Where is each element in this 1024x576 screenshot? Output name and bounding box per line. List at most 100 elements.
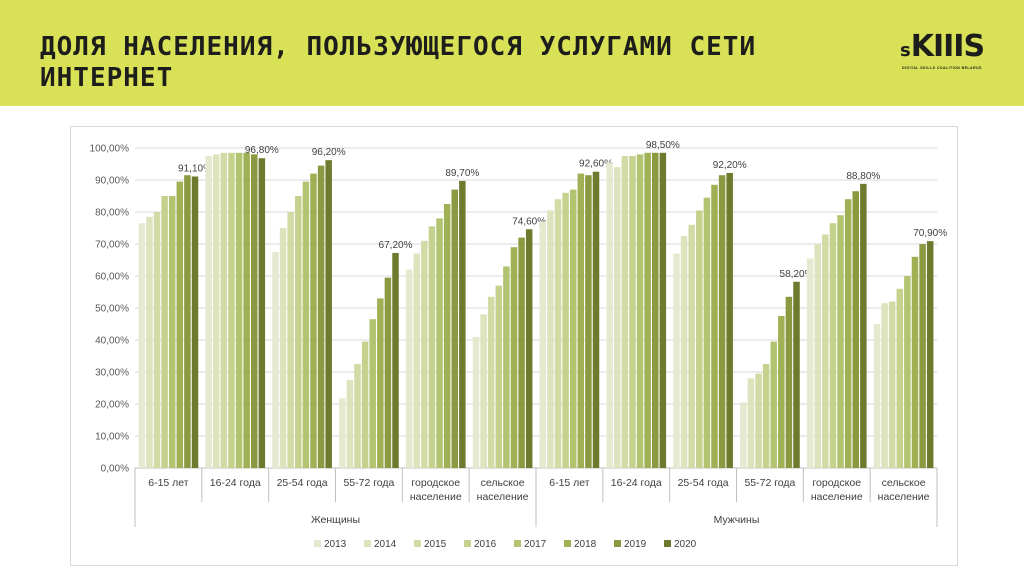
x-tick-label: 16-24 года xyxy=(611,477,662,489)
bar-2019 xyxy=(251,154,258,468)
data-label: 92,20% xyxy=(713,160,747,171)
bar-2015 xyxy=(888,301,896,468)
x-tick-label: население xyxy=(410,491,462,503)
bar-2019 xyxy=(451,189,458,468)
bar-2020 xyxy=(459,180,466,468)
bar-2016 xyxy=(629,156,636,468)
x-tick-label: городское xyxy=(812,477,861,489)
bar-2018 xyxy=(310,173,317,468)
bar-2017 xyxy=(837,215,844,468)
bar-2013 xyxy=(472,336,480,468)
legend-swatch xyxy=(414,540,421,547)
bar-2017 xyxy=(569,189,577,468)
data-label: 89,70% xyxy=(445,168,479,179)
bar-2014 xyxy=(814,244,821,468)
bar-2020 xyxy=(258,158,266,469)
bar-2014 xyxy=(680,236,688,468)
bar-2019 xyxy=(585,175,592,468)
bar-2014 xyxy=(547,210,554,468)
x-tick-label: население xyxy=(811,491,863,503)
bar-2020 xyxy=(392,252,399,468)
bar-2016 xyxy=(562,192,569,469)
bar-2020 xyxy=(793,281,800,468)
y-tick-label: 30,00% xyxy=(95,368,129,379)
data-label: 91,10% xyxy=(178,163,212,174)
bar-2014 xyxy=(346,380,354,468)
bar-2016 xyxy=(762,364,770,468)
bar-2015 xyxy=(688,224,695,468)
bar-2013 xyxy=(873,324,881,468)
data-label: 88,80% xyxy=(846,171,880,182)
legend-label: 2016 xyxy=(474,539,497,550)
legend-swatch xyxy=(664,540,671,547)
bar-2014 xyxy=(213,154,220,468)
bar-2013 xyxy=(740,402,747,468)
bar-2016 xyxy=(696,210,703,468)
x-tick-label: сельское xyxy=(481,477,525,489)
bar-2019 xyxy=(919,244,926,468)
bar-2014 xyxy=(279,228,287,468)
legend-label: 2019 xyxy=(624,539,647,550)
y-tick-label: 20,00% xyxy=(95,400,129,411)
x-tick-label: 6-15 лет xyxy=(549,477,590,489)
data-label: 92,60% xyxy=(579,159,613,170)
bar-2019 xyxy=(184,175,191,468)
y-tick-label: 60,00% xyxy=(95,272,129,283)
bar-2019 xyxy=(518,237,525,468)
bar-2016 xyxy=(295,196,302,468)
bar-2017 xyxy=(503,266,510,468)
bar-2018 xyxy=(911,256,919,468)
brand-logo: sKIIIS DIGITAL SKILLS COALITION BELARUS xyxy=(900,30,990,80)
y-tick-label: 10,00% xyxy=(95,432,129,443)
bar-2014 xyxy=(881,303,888,468)
bar-2015 xyxy=(153,212,161,468)
x-tick-label: сельское xyxy=(882,477,926,489)
page-title: ДОЛЯ НАСЕЛЕНИЯ, ПОЛЬЗУЮЩЕГОСЯ УСЛУГАМИ С… xyxy=(40,32,757,93)
bar-2017 xyxy=(168,196,176,468)
x-tick-label: население xyxy=(878,491,930,503)
bar-2019 xyxy=(317,165,325,468)
bar-2017 xyxy=(235,152,243,469)
logo-wordmark: sKIIIS xyxy=(900,29,985,64)
logo-subtitle: DIGITAL SKILLS COALITION BELARUS xyxy=(902,66,982,70)
bar-2016 xyxy=(428,226,436,468)
bar-2018 xyxy=(176,181,184,468)
bar-2016 xyxy=(361,341,369,468)
bar-2017 xyxy=(436,218,443,468)
bar-2018 xyxy=(711,184,718,469)
bar-2018 xyxy=(778,316,785,468)
bar-2016 xyxy=(495,285,503,468)
bar-2016 xyxy=(896,288,904,468)
bar-2015 xyxy=(354,364,361,468)
x-tick-label: население xyxy=(477,491,529,503)
bar-2019 xyxy=(852,191,859,468)
data-label: 58,20% xyxy=(780,269,814,280)
bar-2015 xyxy=(421,240,428,468)
bar-2015 xyxy=(822,234,829,468)
header-banner xyxy=(0,0,1024,106)
bar-2019 xyxy=(785,296,793,468)
bar-2015 xyxy=(220,152,228,469)
bar-2013 xyxy=(806,258,814,468)
bar-2013 xyxy=(539,221,547,468)
bar-2017 xyxy=(302,181,310,468)
legend-label: 2013 xyxy=(324,539,347,550)
data-label: 96,80% xyxy=(245,145,279,156)
chart-panel: 0,00% 10,00% 20,00% 30,00% 40,00% 50,00% 60,00… xyxy=(70,126,958,566)
group-label: Мужчины xyxy=(714,514,760,526)
legend-swatch xyxy=(464,540,471,547)
bar-2014 xyxy=(614,167,621,468)
bar-2017 xyxy=(636,154,644,468)
y-tick-label: 0,00% xyxy=(101,464,129,475)
bar-2020 xyxy=(926,241,934,468)
legend-label: 2015 xyxy=(424,539,447,550)
data-label: 67,20% xyxy=(379,240,413,251)
bar-2018 xyxy=(443,204,451,468)
y-tick-label: 50,00% xyxy=(95,304,129,315)
x-tick-label: 25-54 года xyxy=(277,477,328,489)
bar-2019 xyxy=(652,152,659,469)
legend-label: 2014 xyxy=(374,539,397,550)
y-tick-label: 40,00% xyxy=(95,336,129,347)
bar-2020 xyxy=(525,229,533,468)
bar-2017 xyxy=(369,319,376,468)
